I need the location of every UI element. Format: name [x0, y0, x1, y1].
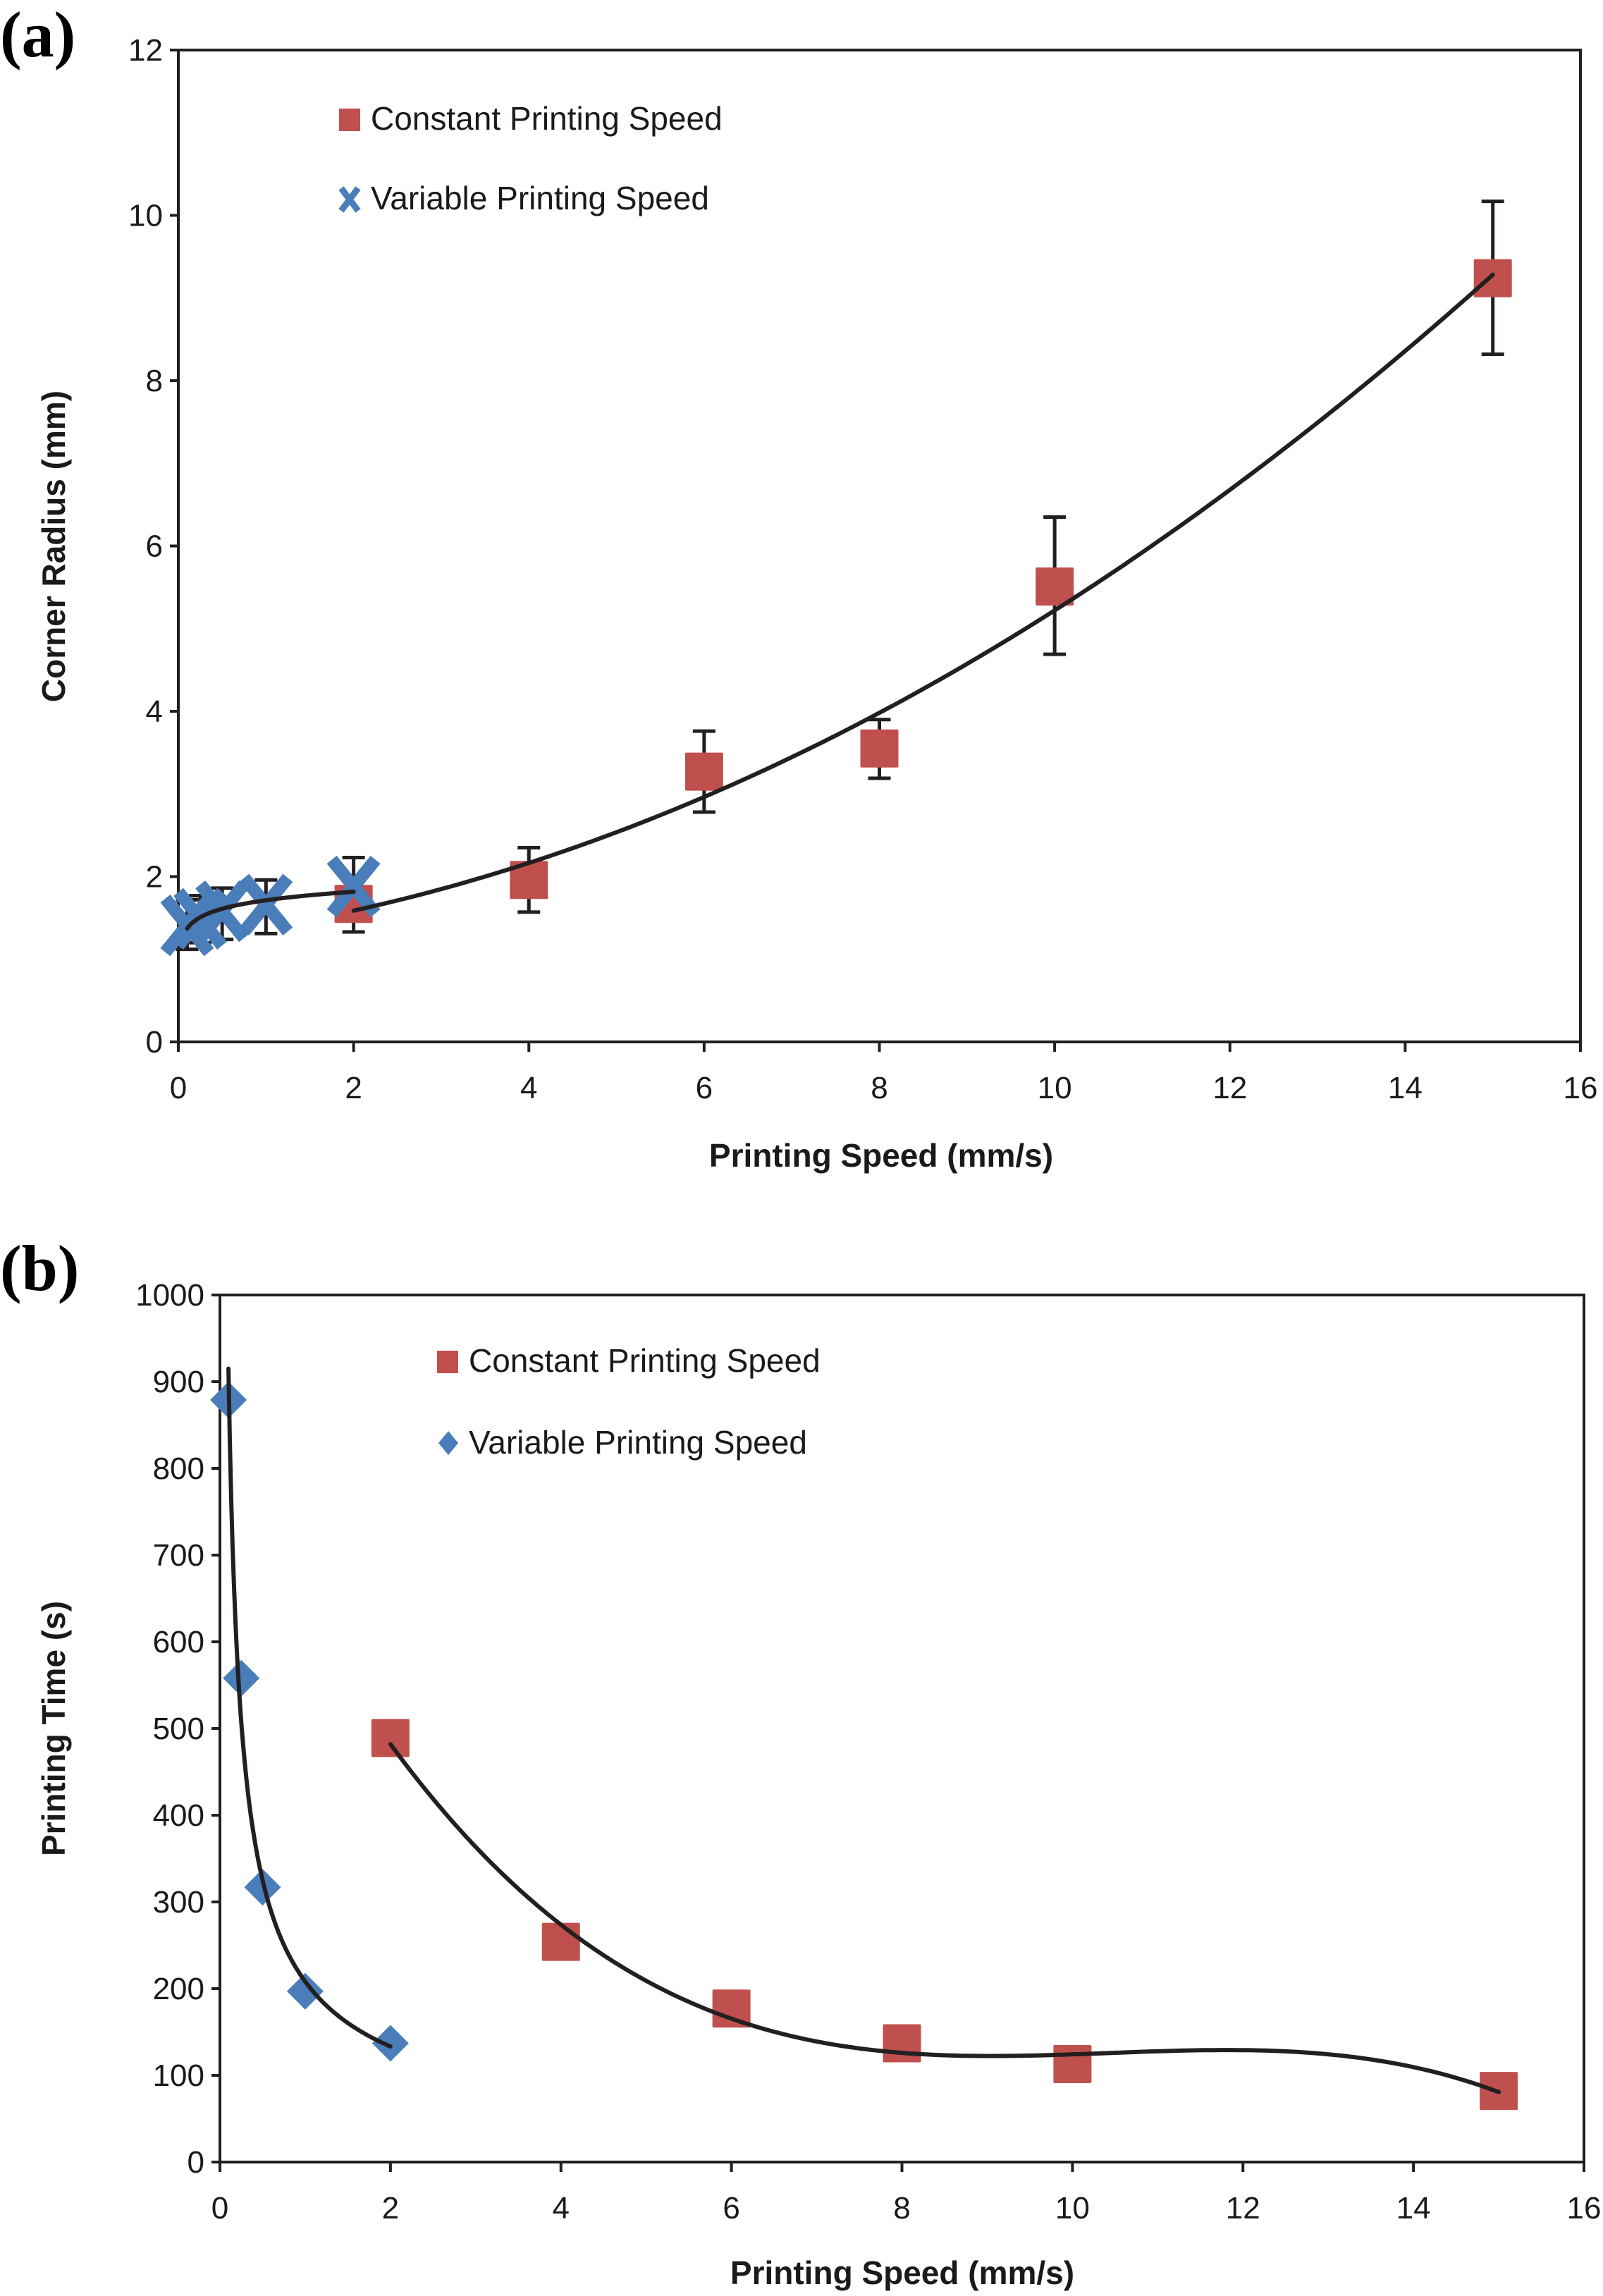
chart-b: (b) 0 100 200 300 400 500 600 700 800 900 1000 0 2 4 6…	[0, 1232, 1601, 2291]
legend-b-variable-label: Variable Printing Speed	[469, 1424, 807, 1461]
x-tick-label: 8	[893, 2191, 910, 2226]
data-point-constant	[883, 2024, 921, 2063]
y-tick-label: 900	[153, 1365, 204, 1399]
x-tick-label: 8	[871, 1071, 888, 1105]
x-tick-label: 10	[1038, 1071, 1072, 1105]
chart-a-trendlines	[185, 272, 1495, 931]
chart-b-y-axis-title: Printing Time (s)	[35, 1601, 72, 1856]
data-point-variable	[326, 855, 381, 918]
data-point-constant	[1473, 259, 1512, 297]
y-tick-label: 300	[153, 1885, 204, 1920]
legend-a-constant-marker	[339, 109, 360, 131]
chart-a-axes: 0 2 4 6 8 10 12 0 2 4 6 8 10 12 14 16	[128, 33, 1597, 1105]
data-point-constant	[510, 861, 548, 900]
data-point-variable	[286, 1972, 324, 2010]
x-tick-label: 12	[1212, 1071, 1247, 1105]
panel-label-a: (a)	[0, 0, 75, 70]
y-tick-label: 100	[153, 2058, 204, 2093]
data-point-variable	[223, 1659, 260, 1697]
x-tick-label: 16	[1567, 2191, 1602, 2226]
x-tick-label: 0	[211, 2191, 228, 2226]
y-tick-label: 0	[146, 1025, 163, 1060]
chart-a: (a) 0 2 4 6 8 10 12 0 2 4 6 8 10 12 14 16 Printing Spee…	[0, 0, 1597, 1174]
y-tick-label: 1000	[135, 1278, 204, 1313]
legend-b-variable-marker	[438, 1431, 458, 1455]
trendline-constant	[351, 272, 1495, 913]
y-tick-label: 12	[128, 33, 163, 68]
legend-a-variable-label: Variable Printing Speed	[371, 180, 709, 216]
chart-b-trendlines	[226, 1366, 1501, 2094]
y-tick-label: 600	[153, 1625, 204, 1659]
legend-a-variable-marker	[338, 186, 361, 213]
chart-b-legend: Constant Printing Speed Variable Printin…	[437, 1342, 821, 1461]
x-tick-label: 4	[520, 1071, 537, 1105]
data-point-variable	[371, 2025, 409, 2062]
x-tick-label: 6	[723, 2191, 739, 2226]
chart-b-x-axis-title: Printing Speed (mm/s)	[730, 2254, 1074, 2291]
y-tick-label: 6	[146, 529, 163, 564]
data-point-constant	[860, 729, 899, 768]
y-tick-label: 400	[153, 1798, 204, 1833]
x-tick-label: 16	[1564, 1071, 1598, 1105]
data-point-constant	[541, 1922, 580, 1961]
chart-a-legend: Constant Printing Speed Variable Printin…	[338, 100, 723, 216]
data-point-constant	[1036, 567, 1074, 606]
y-tick-label: 700	[153, 1538, 204, 1573]
chart-b-axes: 0 100 200 300 400 500 600 700 800 900 1000 0 2 4 6 8 10 1…	[135, 1278, 1601, 2226]
x-stroke	[326, 855, 381, 918]
y-tick-label: 10	[128, 199, 163, 233]
data-point-constant	[684, 752, 723, 791]
x-tick-label: 12	[1226, 2191, 1260, 2226]
chart-b-marks	[210, 1381, 1518, 2111]
chart-a-y-axis-title: Corner Radius (mm)	[35, 391, 72, 702]
data-point-constant	[371, 1719, 410, 1757]
x-tick-label: 14	[1396, 2191, 1431, 2226]
x-tick-label: 10	[1055, 2191, 1090, 2226]
chart-a-marks	[160, 199, 1512, 957]
x-stroke	[239, 873, 293, 936]
legend-a-constant-label: Constant Printing Speed	[371, 100, 723, 137]
y-tick-label: 200	[153, 1972, 204, 2006]
x-tick-label: 4	[553, 2191, 570, 2226]
y-tick-label: 4	[146, 694, 163, 729]
data-point-variable	[239, 873, 293, 936]
y-tick-label: 0	[188, 2145, 204, 2180]
y-tick-label: 2	[146, 860, 163, 895]
legend-b-constant-marker	[437, 1351, 458, 1373]
data-point-constant	[1053, 2045, 1092, 2084]
y-tick-label: 800	[153, 1451, 204, 1486]
x-stroke	[195, 880, 250, 943]
x-tick-label: 6	[696, 1071, 713, 1105]
trendline-constant	[388, 1742, 1501, 2094]
trendline-variable	[226, 1366, 393, 2049]
x-tick-label: 0	[170, 1071, 187, 1105]
y-tick-label: 500	[153, 1712, 204, 1746]
panel-label-b: (b)	[0, 1232, 79, 1304]
x-tick-label: 14	[1388, 1071, 1423, 1105]
data-point-constant	[712, 1989, 751, 2028]
y-tick-label: 8	[146, 364, 163, 398]
x-tick-label: 2	[382, 2191, 399, 2226]
legend-b-constant-label: Constant Printing Speed	[469, 1342, 821, 1379]
trendline-variable	[185, 890, 356, 931]
x-tick-label: 2	[345, 1071, 362, 1105]
chart-a-x-axis-title: Printing Speed (mm/s)	[709, 1137, 1053, 1174]
data-point-variable	[195, 880, 250, 943]
